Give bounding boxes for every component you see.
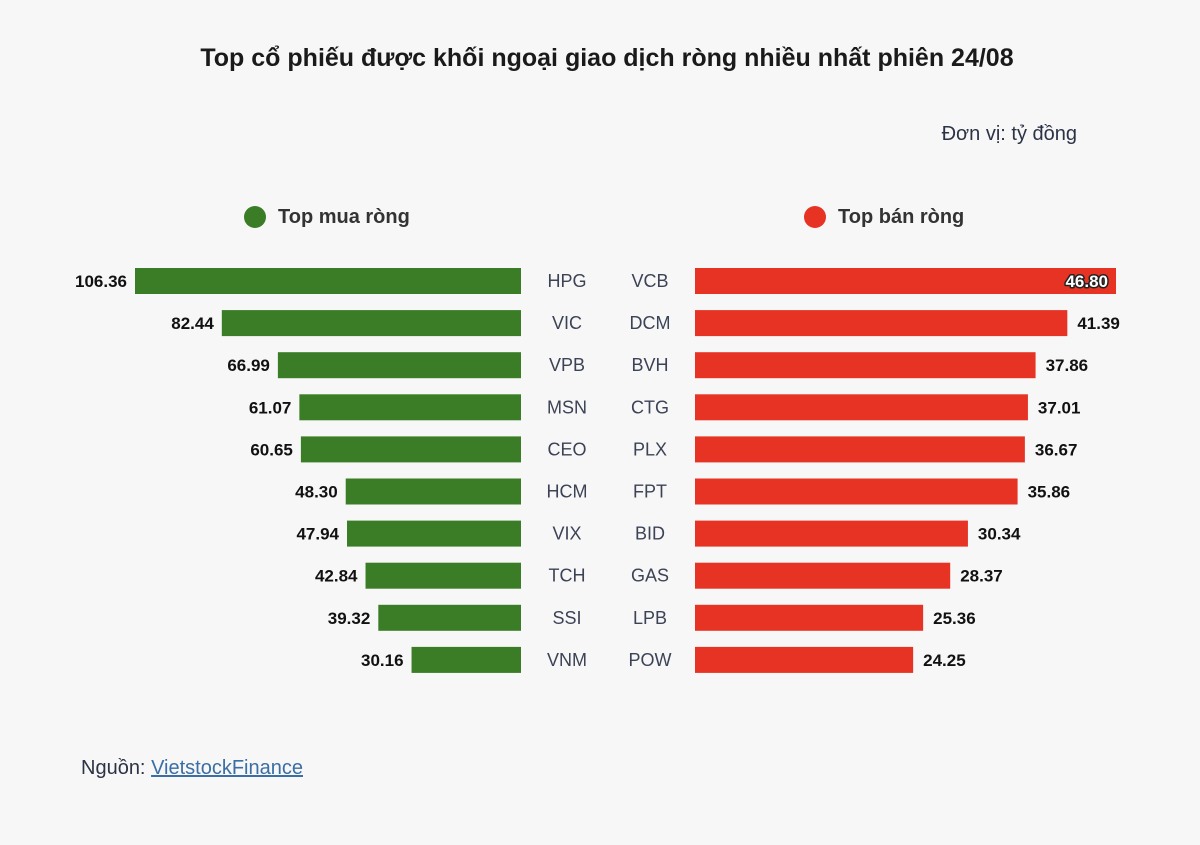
buy-value-label: 106.36 [75,272,127,291]
legend-sell: Top bán ròng [804,203,964,231]
buy-bar [365,562,521,589]
buy-bar [345,478,521,505]
sell-bar [695,436,1025,463]
sell-bar [695,478,1018,505]
sell-category-label: GAS [631,566,669,586]
sell-category-label: POW [629,650,672,670]
buy-bar [347,520,521,547]
sell-category-label: BID [635,524,665,544]
buy-category-label: VIC [552,313,582,333]
sell-bar [695,604,924,631]
source-link[interactable]: VietstockFinance [151,757,303,779]
buy-category-label: MSN [547,397,587,417]
unit-label: Đơn vị: tỷ đồng [941,123,1077,145]
buy-value-label: 39.32 [328,609,371,628]
sell-bar [695,646,914,673]
buy-value-label: 48.30 [295,483,338,502]
buy-category-label: CEO [547,439,586,459]
source-label: Nguồn: [81,757,146,779]
sell-category-label: DCM [630,313,671,333]
legend-buy-label: Top mua ròng [278,205,410,228]
sell-value-label: 41.39 [1077,314,1120,333]
buy-value-label: 82.44 [171,314,214,333]
sell-bar [695,268,1116,294]
buy-category-label: SSI [552,608,581,628]
chart-title: Top cổ phiếu được khối ngoại giao dịch r… [200,44,1014,72]
buy-bar [300,436,521,463]
legend-sell-dot-icon [804,206,826,228]
buy-bar [411,646,521,673]
sell-category-label: CTG [631,397,669,417]
sell-value-label: 46.80 [1065,272,1108,291]
sell-value-label: 35.86 [1028,483,1071,502]
sell-value-label: 36.67 [1035,440,1078,459]
buy-category-label: HPG [547,271,586,291]
legend-buy-dot-icon [244,206,266,228]
buy-value-label: 30.16 [361,651,404,670]
buy-value-label: 60.65 [250,440,293,459]
sell-category-label: VCB [631,271,668,291]
sell-category-label: PLX [633,439,667,459]
sell-category-label: BVH [631,355,668,375]
sell-bar [695,352,1036,379]
legend-buy: Top mua ròng [244,203,410,231]
sell-value-label: 24.25 [923,651,966,670]
buy-category-label: VNM [547,650,587,670]
sell-category-label: FPT [633,482,667,502]
buy-bar [135,268,521,294]
sell-value-label: 37.01 [1038,398,1081,417]
sell-value-label: 25.36 [933,609,976,628]
buy-category-label: VPB [549,355,585,375]
sell-bar [695,562,951,589]
buy-value-label: 66.99 [227,356,270,375]
sell-category-label: LPB [633,608,667,628]
source: Nguồn: VietstockFinance [81,757,303,780]
buy-value-label: 61.07 [249,398,292,417]
buy-value-label: 47.94 [296,525,339,544]
buy-category-label: HCM [547,482,588,502]
buy-bar [299,394,521,421]
buy-bar [221,310,522,337]
buy-category-label: VIX [552,524,581,544]
sell-bar [695,310,1068,337]
sell-bar [695,394,1028,421]
buy-bar [378,604,521,631]
sell-value-label: 30.34 [978,525,1021,544]
sell-value-label: 37.86 [1046,356,1089,375]
legend-sell-label: Top bán ròng [838,205,965,228]
sell-bar [695,520,968,547]
buy-value-label: 42.84 [315,567,358,586]
sell-value-label: 28.37 [960,567,1003,586]
buy-category-label: TCH [549,566,586,586]
buy-bar [277,352,521,379]
